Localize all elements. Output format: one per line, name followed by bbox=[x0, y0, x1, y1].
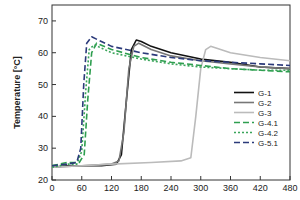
x-tick-label: 120 bbox=[104, 183, 119, 193]
x-tick-label: 480 bbox=[282, 183, 297, 193]
chart: 0 60 120 180 240 300 360 420 480 20 30 40 50 60 70 Temp… bbox=[0, 0, 300, 200]
legend-label: G-1 bbox=[258, 89, 272, 98]
series-line bbox=[52, 43, 290, 167]
x-tick-label: 60 bbox=[77, 183, 87, 193]
x-tick bbox=[141, 176, 142, 180]
series-group bbox=[52, 37, 290, 167]
y-tick-label: 70 bbox=[38, 16, 48, 26]
legend-label: G-5.1 bbox=[258, 139, 279, 148]
x-tick bbox=[81, 176, 82, 180]
legend-swatch bbox=[234, 122, 254, 124]
x-tick-label: 240 bbox=[163, 183, 178, 193]
x-tick bbox=[111, 176, 112, 180]
x-tick bbox=[52, 176, 53, 180]
x-tick bbox=[200, 176, 201, 180]
legend-swatch bbox=[234, 142, 254, 144]
y-tick bbox=[52, 180, 56, 181]
y-tick bbox=[52, 116, 56, 117]
y-tick bbox=[52, 84, 56, 85]
series-line bbox=[52, 40, 290, 167]
legend: G-1G-2G-3G-4.1G-4.2G-5.1 bbox=[234, 89, 279, 148]
y-tick-label: 40 bbox=[38, 111, 48, 121]
plot-frame bbox=[52, 5, 290, 180]
x-tick-label: 180 bbox=[134, 183, 149, 193]
y-tick bbox=[52, 52, 56, 53]
series-line bbox=[52, 37, 290, 166]
legend-label: G-3 bbox=[258, 109, 272, 118]
legend-swatch bbox=[234, 112, 254, 114]
x-tick bbox=[290, 176, 291, 180]
legend-swatch bbox=[234, 92, 254, 94]
y-tick bbox=[52, 148, 56, 149]
legend-label: G-2 bbox=[258, 99, 272, 108]
x-tick bbox=[230, 176, 231, 180]
y-tick-label: 50 bbox=[38, 80, 48, 90]
x-tick-label: 360 bbox=[223, 183, 238, 193]
y-tick-label: 60 bbox=[38, 48, 48, 58]
y-tick-label: 20 bbox=[38, 175, 48, 185]
legend-label: G-4.2 bbox=[258, 129, 279, 138]
legend-label: G-4.1 bbox=[258, 119, 279, 128]
x-tick-label: 0 bbox=[49, 183, 54, 193]
legend-swatch bbox=[234, 132, 254, 134]
y-tick-label: 30 bbox=[38, 143, 48, 153]
x-tick bbox=[171, 176, 172, 180]
x-tick-label: 300 bbox=[193, 183, 208, 193]
x-tick bbox=[260, 176, 261, 180]
x-tick-label: 420 bbox=[253, 183, 268, 193]
legend-swatch bbox=[234, 102, 254, 104]
y-tick bbox=[52, 20, 56, 21]
y-axis-label: Temperature [°C] bbox=[12, 56, 22, 128]
